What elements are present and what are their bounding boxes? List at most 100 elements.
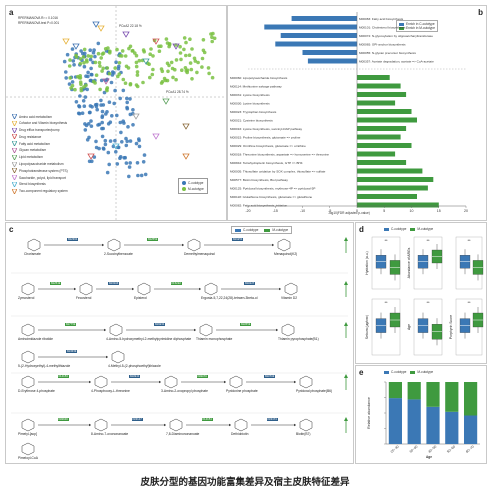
module-label: M00357: Acetate degradation, acetate => … xyxy=(359,60,434,64)
m-sample-point xyxy=(210,75,215,80)
c-sample-point xyxy=(99,78,104,83)
c-sample-point xyxy=(120,140,124,144)
module-label: M00083: Fatty acid biosynthesis xyxy=(359,17,404,21)
ko-gene-box: K14153 xyxy=(57,375,69,378)
m-sample-point xyxy=(148,52,152,56)
m-sample-point xyxy=(84,83,88,88)
c-sample-point xyxy=(124,143,129,148)
module-label: M00114: Methionine salvage pathway xyxy=(230,85,282,89)
significance-marker: ** xyxy=(467,300,471,305)
m-sample-point xyxy=(166,69,170,74)
legend-c-c: C-cutotype xyxy=(243,228,259,232)
triangle-icon xyxy=(12,161,17,167)
m-sample-point xyxy=(207,71,211,76)
enrichment-bar xyxy=(307,58,357,64)
triangle-icon xyxy=(12,188,17,194)
c-sample-point xyxy=(114,150,118,154)
c-sample-point xyxy=(102,90,107,95)
panel-c-label: c xyxy=(9,225,14,234)
m-sample-point xyxy=(160,69,165,74)
c-sample-point xyxy=(109,80,114,85)
x-tick-label: 0 xyxy=(356,209,358,213)
c-sample-point xyxy=(123,155,127,160)
c-sample-point xyxy=(128,139,133,143)
enrichment-bar xyxy=(357,194,417,199)
panel-c-legend: C-cutotype M-cutotype xyxy=(231,226,293,234)
significance-marker: ** xyxy=(384,238,388,243)
arrow-head xyxy=(164,423,166,427)
compound-label: Dethiobiotin xyxy=(231,432,249,436)
ko-gene-box: K15222 xyxy=(170,282,182,285)
m-sample-point xyxy=(91,79,96,84)
ko-gene-box: K14154 xyxy=(201,418,213,421)
m-sample-point xyxy=(174,77,178,82)
c-sample-point xyxy=(105,170,110,175)
arrow-head xyxy=(102,243,104,247)
c-sample-point xyxy=(101,146,106,151)
enrichment-bar xyxy=(357,185,428,191)
c-sample-point xyxy=(77,104,82,109)
m-sample-point xyxy=(180,68,184,72)
category-legend-label: Cofactor and Vitamin biosynthesis xyxy=(19,121,68,126)
compound-label: Fecosterol xyxy=(76,296,92,300)
c-sample-point xyxy=(71,59,76,63)
c-sample-point xyxy=(94,139,98,144)
m-sample-point xyxy=(89,54,93,59)
x-tick-label: 15 xyxy=(437,209,441,213)
c-sample-point xyxy=(112,71,116,75)
ko-gene-box: K02548 xyxy=(50,282,62,285)
m-sample-point xyxy=(157,44,161,49)
category-legend-label: Fatty acid metabolism xyxy=(19,141,51,146)
c-sample-point xyxy=(97,122,102,127)
c-sample-point xyxy=(78,94,82,98)
function-marker xyxy=(172,43,180,50)
x-tick-label: 30~40 xyxy=(409,445,419,454)
function-marker xyxy=(152,133,160,140)
module-label: M00030: Lysine biosynthesis xyxy=(230,102,270,106)
m-sample-point xyxy=(184,53,188,58)
module-label: M00018: Threonine biosynthesis, aspartat… xyxy=(230,153,329,157)
module-label: M00577: Biotin biosynthesis, BioI pathwa… xyxy=(230,178,288,182)
c-sample-point xyxy=(127,174,131,179)
c-sample-point xyxy=(107,162,111,167)
c-sample-point xyxy=(99,103,103,107)
module-label: M00842: Tetrahydropterin biosynthesis, G… xyxy=(230,161,303,165)
m-sample-point xyxy=(201,48,206,53)
ko-gene-box: K02361 xyxy=(67,238,79,241)
m-sample-point xyxy=(79,88,84,93)
compound-label: 4-Phosphooxy-L-threonine xyxy=(91,389,130,393)
category-legend-item: Fatty acid metabolism xyxy=(12,141,68,147)
c-sample-point xyxy=(76,111,81,116)
panel-e-xlabel: Age xyxy=(426,455,433,459)
c-sample-point xyxy=(64,76,68,80)
m-sample-point xyxy=(141,48,146,52)
significance-marker: ** xyxy=(426,300,430,305)
c-sample-point xyxy=(115,162,120,166)
ko-gene-box: K00941 xyxy=(129,375,141,378)
m-sample-point xyxy=(141,80,145,85)
m-sample-point xyxy=(100,69,104,73)
m-sample-point xyxy=(195,70,199,75)
c-sample-point xyxy=(70,80,75,84)
category-legend-item: Amino acid metabolism xyxy=(12,114,68,119)
m-sample-point xyxy=(182,47,186,52)
triangle-icon xyxy=(12,127,17,133)
m-sample-point xyxy=(101,66,105,71)
module-label: M00072: N-glycosylation by oligosacchary… xyxy=(359,34,433,38)
category-legend-label: Saccharide, polyol, lipid transport xyxy=(19,175,66,180)
legend-enrich-c: Enrich in C-cutotype xyxy=(406,22,435,26)
compound-label: Ergosta-5,7,22,24(28)-tetraen-3beta-ol xyxy=(201,296,258,300)
c-sample-point xyxy=(128,97,132,101)
molecule-structure xyxy=(21,323,35,337)
m-sample-point xyxy=(121,77,126,82)
molecule-structure xyxy=(229,375,243,389)
enrichment-bar xyxy=(357,92,407,97)
triangle-icon xyxy=(12,154,17,160)
molecule-structure xyxy=(21,350,35,364)
c-sample-point xyxy=(125,139,129,144)
module-label: M00118: Glutathione biosynthesis, glutam… xyxy=(230,195,312,199)
m-sample-point xyxy=(165,61,170,66)
function-marker xyxy=(97,25,105,32)
m-sample-point xyxy=(184,40,188,45)
c-sample-point xyxy=(72,63,76,67)
